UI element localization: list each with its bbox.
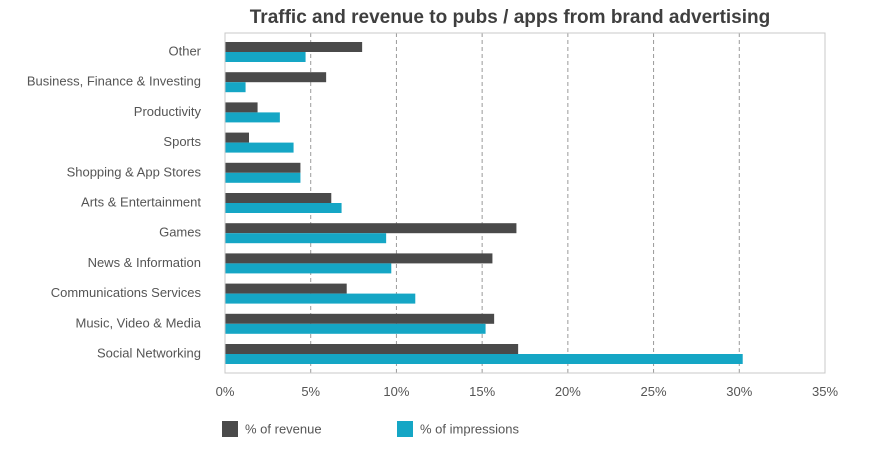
bar-revenue-7 bbox=[225, 253, 493, 264]
bar-impressions-2 bbox=[225, 112, 280, 123]
x-tick-label-1: 5% bbox=[301, 384, 320, 399]
x-tick-label-4: 20% bbox=[555, 384, 581, 399]
plot-frame bbox=[224, 32, 826, 374]
legend-label-0: % of revenue bbox=[245, 422, 322, 437]
bar-impressions-3 bbox=[225, 142, 294, 153]
bar-revenue-6 bbox=[225, 223, 517, 234]
x-tick-labels: 0% 5% 10% 15% 20% 25% 30% 35% bbox=[216, 384, 839, 399]
bar-revenue-10 bbox=[225, 344, 519, 354]
legend: % of revenue % of impressions bbox=[222, 421, 519, 437]
x-tick-label-2: 10% bbox=[383, 384, 409, 399]
bar-impressions-0 bbox=[225, 52, 306, 62]
x-tick-label-6: 30% bbox=[726, 384, 752, 399]
x-tick-label-5: 25% bbox=[641, 384, 667, 399]
category-label-8: Communications Services bbox=[51, 285, 202, 300]
bar-impressions-5 bbox=[225, 203, 342, 213]
category-label-6: Games bbox=[159, 225, 201, 240]
bar-impressions-10 bbox=[225, 354, 743, 364]
x-tick-label-0: 0% bbox=[216, 384, 235, 399]
legend-swatch-1 bbox=[397, 421, 413, 437]
chart-title: Traffic and revenue to pubs / apps from … bbox=[250, 7, 771, 28]
category-label-9: Music, Video & Media bbox=[76, 315, 202, 330]
legend-label-1: % of impressions bbox=[420, 422, 519, 437]
legend-swatch-0 bbox=[222, 421, 238, 437]
x-tick-label-7: 35% bbox=[812, 384, 838, 399]
bar-impressions-4 bbox=[225, 172, 301, 183]
category-label-1: Business, Finance & Investing bbox=[27, 74, 201, 89]
bar-impressions-7 bbox=[225, 263, 392, 274]
bar-revenue-9 bbox=[225, 313, 495, 324]
bar-revenue-8 bbox=[225, 283, 347, 294]
category-label-2: Productivity bbox=[134, 104, 202, 119]
category-label-0: Other bbox=[168, 44, 201, 59]
category-label-7: News & Information bbox=[88, 255, 201, 270]
bar-impressions-8 bbox=[225, 293, 416, 304]
bar-revenue-3 bbox=[225, 132, 249, 143]
category-label-5: Arts & Entertainment bbox=[81, 195, 201, 210]
category-label-10: Social Networking bbox=[97, 346, 201, 361]
bar-revenue-2 bbox=[225, 102, 258, 113]
bar-revenue-4 bbox=[225, 162, 301, 173]
x-tick-label-3: 15% bbox=[469, 384, 495, 399]
bar-impressions-1 bbox=[225, 82, 246, 93]
category-label-4: Shopping & App Stores bbox=[67, 164, 202, 179]
bar-revenue-5 bbox=[225, 193, 332, 203]
bars-layer bbox=[225, 42, 743, 364]
bar-impressions-6 bbox=[225, 233, 387, 244]
category-labels: Other Business, Finance & Investing Produc… bbox=[27, 44, 202, 361]
bar-revenue-1 bbox=[225, 72, 327, 83]
bar-impressions-9 bbox=[225, 323, 486, 334]
category-label-3: Sports bbox=[163, 134, 201, 149]
bar-revenue-0 bbox=[225, 42, 363, 52]
